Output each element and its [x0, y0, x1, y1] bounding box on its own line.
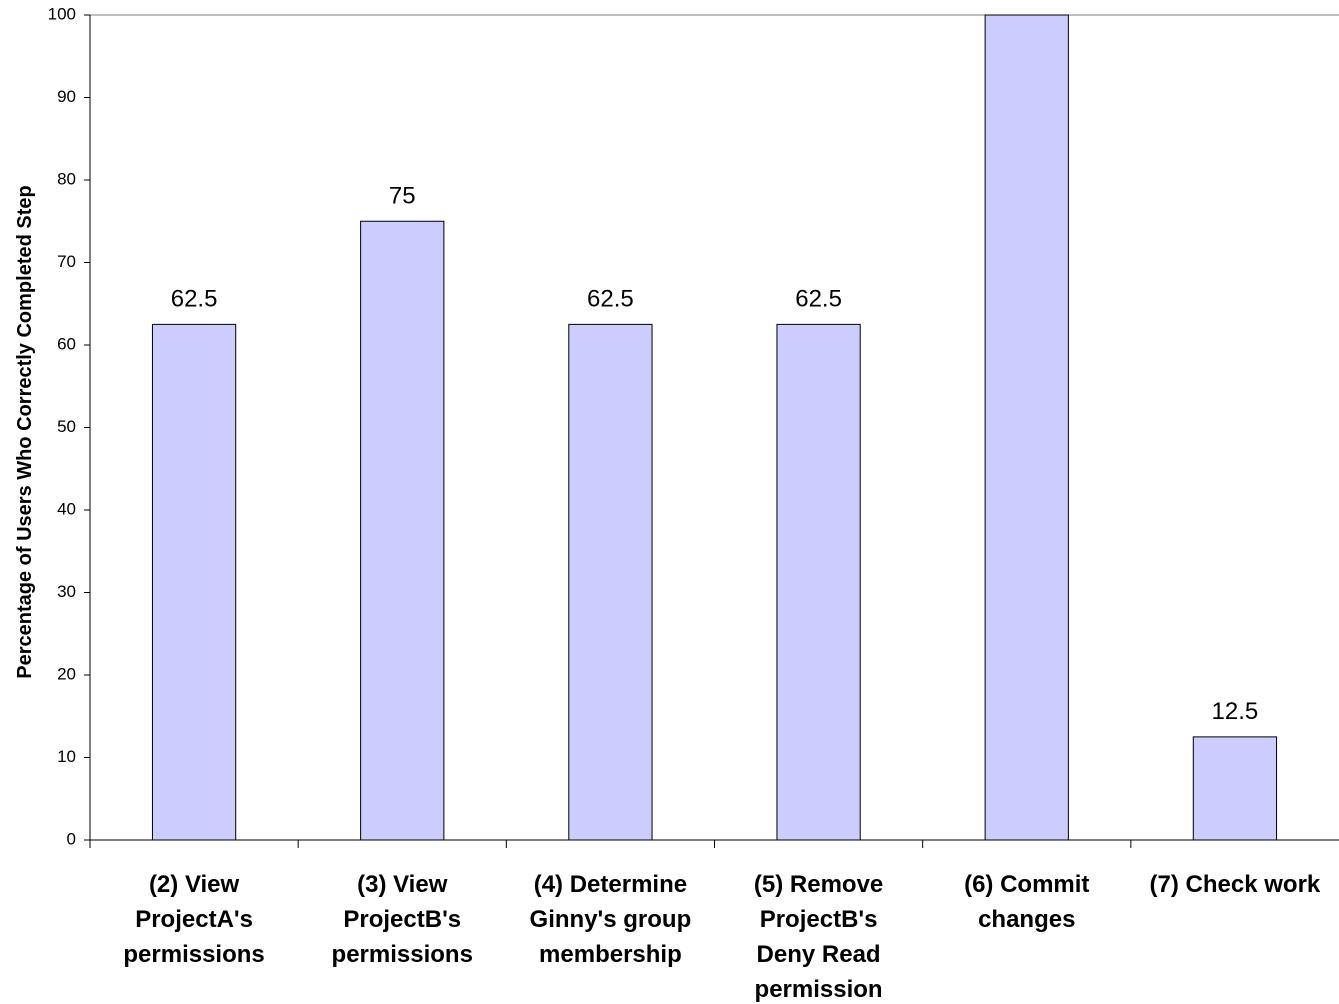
x-tick-label: (7) Check work [1150, 871, 1321, 898]
bar [776, 323, 861, 841]
y-tick-label: 50 [57, 417, 76, 436]
y-tick-label: 30 [57, 582, 76, 601]
data-label: 62.5 [587, 285, 634, 312]
bar [151, 323, 237, 841]
data-label: 62.5 [171, 285, 218, 312]
y-tick-label: 60 [57, 334, 76, 353]
x-tick-label: (4) Determine Ginny's group membership [530, 871, 692, 968]
y-tick-label: 90 [57, 87, 76, 106]
y-tick-label: 10 [57, 747, 76, 766]
bar [568, 323, 653, 841]
y-tick-label: 40 [57, 499, 76, 518]
x-tick-label: (6) Commit changes [964, 871, 1089, 933]
data-label: 75 [389, 182, 416, 209]
x-tick-label: (5) Remove ProjectB's Deny Read permission [754, 871, 883, 1003]
y-tick-label: 0 [67, 829, 76, 848]
bar [360, 220, 445, 841]
x-tick-label: (3) View ProjectB's permissions [332, 871, 473, 968]
bar [984, 14, 1069, 841]
data-label: 62.5 [795, 285, 842, 312]
y-axis-label: Percentage of Users Who Correctly Comple… [14, 185, 36, 678]
data-label: 12.5 [1212, 698, 1259, 725]
x-tick-label: (2) View ProjectA's permissions [123, 871, 264, 968]
y-tick-label: 70 [57, 252, 76, 271]
bar [1192, 736, 1278, 841]
y-tick-label: 20 [57, 664, 76, 683]
y-tick-label: 80 [57, 169, 76, 188]
y-tick-label: 100 [48, 4, 76, 23]
